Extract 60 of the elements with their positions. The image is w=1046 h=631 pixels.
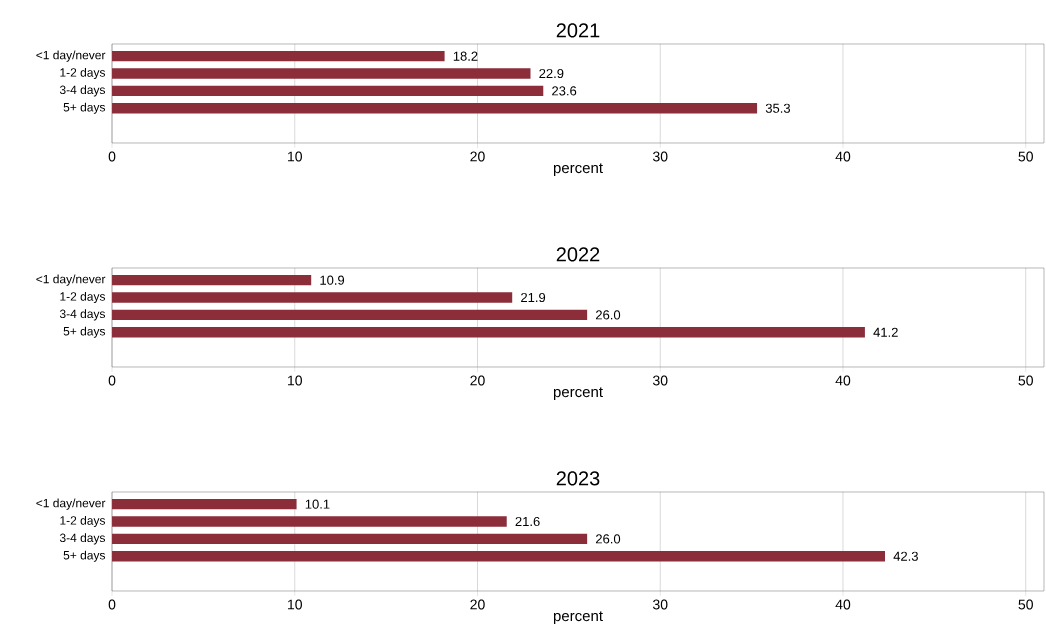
- bar: [112, 516, 507, 527]
- x-axis-title: percent: [553, 611, 603, 625]
- data-label: 35.3: [765, 103, 791, 113]
- x-tick-label: 20: [470, 599, 485, 610]
- x-tick-label: 0: [108, 375, 116, 386]
- x-tick-label: 20: [470, 375, 485, 386]
- y-tick-label: 5+ days: [63, 102, 106, 114]
- data-label: 22.9: [539, 68, 564, 79]
- y-tick-label: 3-4 days: [59, 309, 106, 321]
- x-tick-label: 10: [288, 151, 302, 162]
- y-tick-label: <1 day/never: [36, 50, 106, 62]
- y-tick-label: 1-2 days: [60, 515, 106, 528]
- chart-title: 2023: [556, 471, 600, 486]
- bar: [112, 533, 588, 545]
- bar: [112, 68, 531, 79]
- x-tick-label: 50: [1018, 375, 1033, 386]
- y-tick-label: 3-4 days: [59, 533, 106, 545]
- data-label: 21.6: [515, 516, 540, 527]
- data-label: 10.9: [320, 275, 345, 285]
- x-tick-label: 0: [108, 599, 116, 610]
- bar: [112, 50, 445, 62]
- data-label: 41.2: [873, 327, 898, 337]
- y-tick-label: 3-4 days: [59, 85, 106, 97]
- data-label: 26.0: [596, 310, 621, 320]
- bar: [112, 309, 588, 321]
- y-tick-label: 1-2 days: [60, 67, 106, 80]
- x-axis-title: percent: [553, 387, 603, 401]
- y-tick-label: 1-2 days: [60, 291, 106, 304]
- y-tick-label: <1 day/never: [36, 274, 106, 286]
- y-tick-label: 5+ days: [63, 550, 106, 562]
- x-tick-label: 10: [288, 599, 302, 610]
- y-tick-label: <1 day/never: [36, 498, 106, 510]
- data-label: 26.0: [596, 534, 621, 544]
- x-tick-label: 10: [288, 375, 302, 386]
- y-tick-label: 5+ days: [63, 326, 106, 338]
- data-label: 10.1: [305, 499, 330, 509]
- chart-title: 2021: [556, 23, 600, 38]
- data-label: 42.3: [893, 551, 918, 561]
- x-tick-label: 40: [835, 375, 851, 386]
- x-axis-title: percent: [553, 163, 603, 177]
- x-tick-label: 40: [835, 599, 851, 610]
- bar: [112, 85, 544, 97]
- bar: [112, 327, 865, 338]
- x-tick-label: 30: [652, 375, 668, 386]
- x-tick-label: 50: [1018, 151, 1033, 162]
- x-tick-label: 30: [652, 151, 668, 162]
- x-tick-label: 0: [108, 151, 116, 162]
- bar: [112, 498, 297, 510]
- bar: [112, 292, 513, 303]
- x-tick-label: 40: [835, 151, 851, 162]
- bar: [112, 551, 886, 562]
- data-label: 18.2: [453, 51, 478, 61]
- data-label: 21.9: [521, 292, 546, 303]
- chart-title: 2022: [556, 247, 600, 262]
- data-label: 23.6: [552, 86, 577, 96]
- bar: [112, 274, 312, 286]
- x-tick-label: 20: [470, 151, 485, 162]
- bar: [112, 103, 758, 114]
- x-tick-label: 30: [652, 599, 668, 610]
- x-tick-label: 50: [1018, 599, 1033, 610]
